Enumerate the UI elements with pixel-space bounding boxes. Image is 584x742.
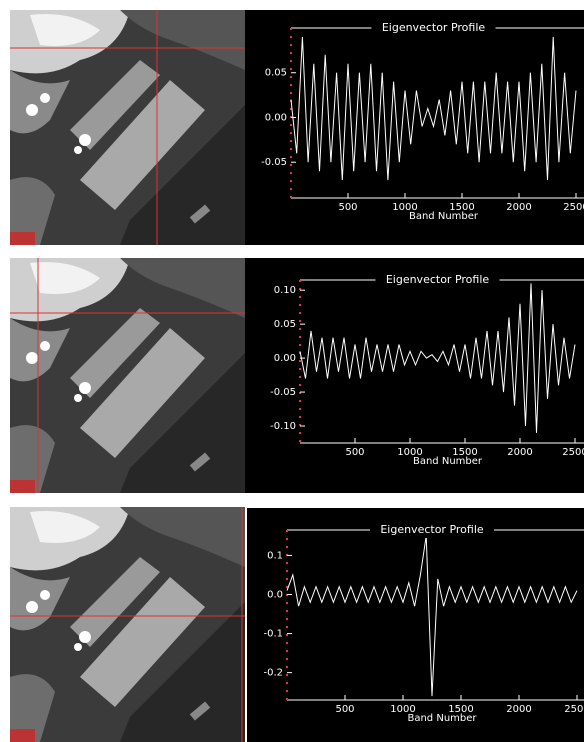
x-tick-label: 1000	[392, 202, 417, 213]
x-tick-label: 2000	[506, 202, 531, 213]
plot-background	[247, 508, 584, 742]
x-tick-label: 500	[338, 202, 357, 213]
profile-line	[286, 535, 578, 697]
x-tick-label: 2000	[506, 704, 531, 715]
y-tick-label: 0.1	[267, 550, 283, 561]
x-tick-label: 1500	[449, 202, 474, 213]
y-tick-label: 0.0	[267, 589, 283, 600]
y-tick-label: -0.05	[270, 387, 296, 398]
y-tick-label: -0.10	[270, 421, 296, 432]
x-tick-label: 500	[345, 447, 364, 458]
title-gap	[371, 20, 496, 36]
y-tick-label: 0.05	[265, 68, 287, 79]
y-tick-label: -0.05	[261, 157, 287, 168]
x-tick-label: 1000	[397, 447, 422, 458]
profile-line	[299, 283, 576, 433]
x-tick-label: 500	[335, 704, 354, 715]
x-axis-label: Band Number	[413, 456, 483, 467]
x-axis-label: Band Number	[409, 211, 479, 222]
y-tick-label: 0.00	[265, 112, 287, 123]
y-tick-label: 0.05	[274, 319, 296, 330]
chart-title: Eigenvector Profile	[382, 21, 486, 34]
y-tick-label: -0.1	[263, 629, 283, 640]
y-tick-label: 0.00	[274, 353, 296, 364]
title-gap	[370, 522, 494, 538]
image-panel	[10, 10, 245, 245]
chart-title: Eigenvector Profile	[386, 273, 490, 286]
title-gap	[375, 272, 500, 288]
x-tick-label: 1000	[390, 704, 415, 715]
y-tick-label: 0.10	[274, 285, 296, 296]
y-tick-label: -0.2	[263, 668, 283, 679]
x-tick-label: 1500	[448, 704, 473, 715]
profile-line	[290, 36, 577, 181]
chart-title: Eigenvector Profile	[380, 523, 484, 536]
plot-panel: 0.10 0.05 0.00 -0.05 -0.10 500 1000 1500 2000 250…	[245, 258, 584, 493]
image-panel	[10, 258, 245, 493]
x-tick-label: 1500	[452, 447, 477, 458]
x-tick-label: 2000	[507, 447, 532, 458]
x-axis-label: Band Number	[407, 713, 477, 724]
image-panel	[10, 507, 245, 742]
